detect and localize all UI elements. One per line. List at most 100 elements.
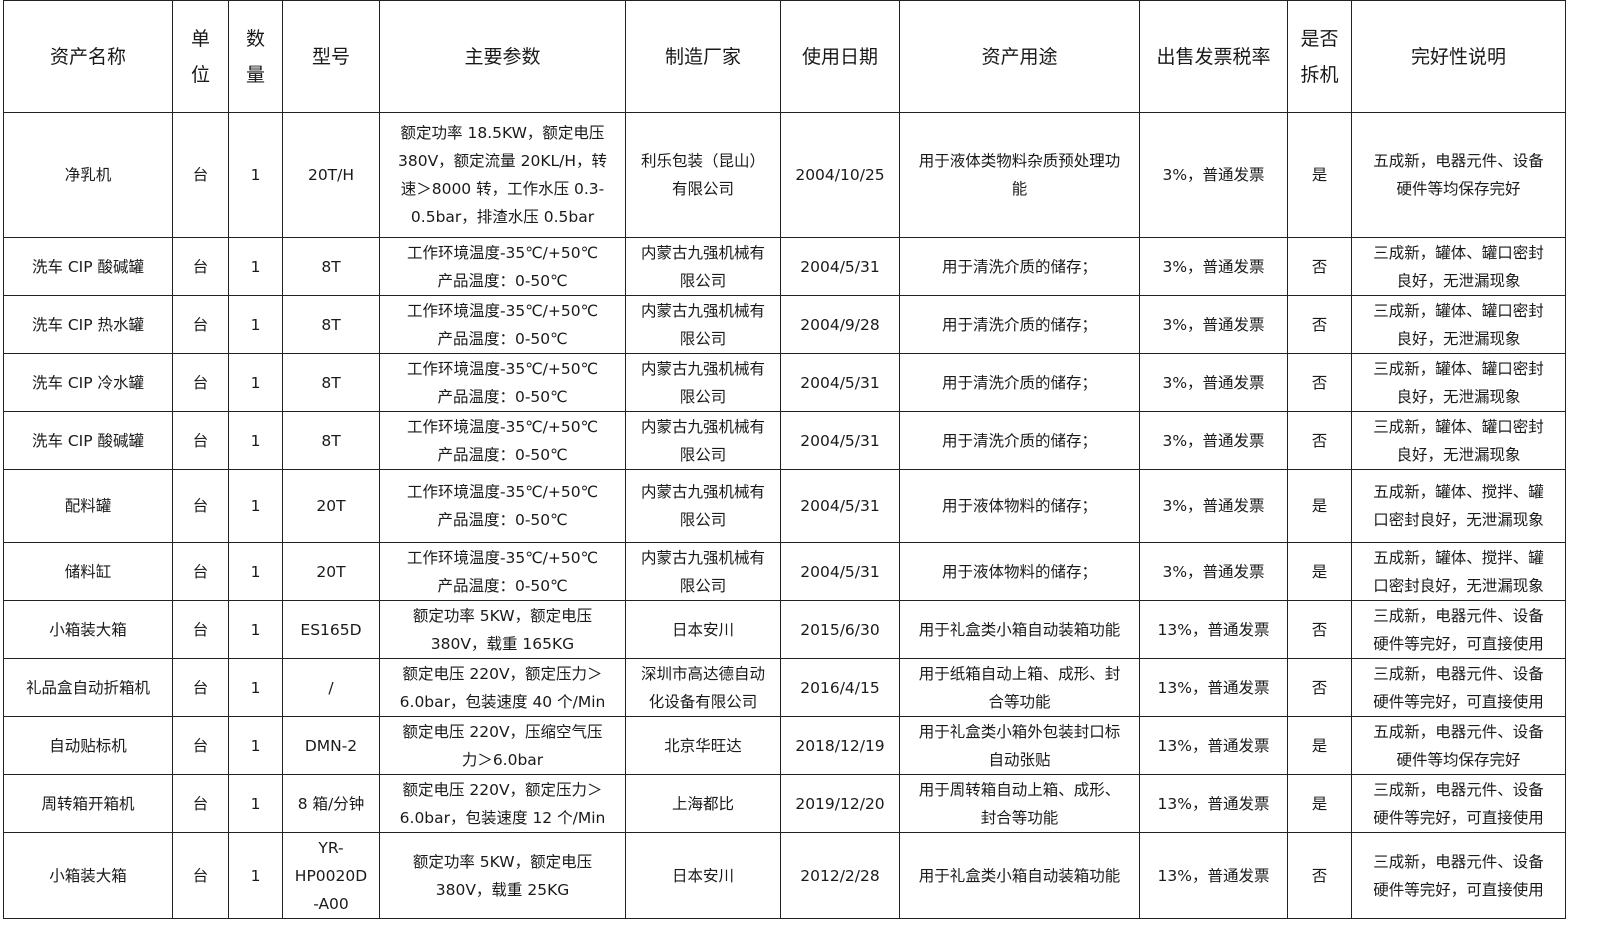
cell-main-params: 工作环境温度-35℃/+50℃ 产品温度：0-50℃: [379, 353, 626, 412]
cell-condition-note: 三成新，罐体、罐口密封 良好，无泄漏现象: [1351, 237, 1566, 296]
cell-asset-use: 用于礼盒类小箱自动装箱功能: [899, 600, 1140, 659]
cell-unit: 台: [172, 600, 229, 659]
cell-quantity: 1: [228, 112, 283, 238]
header-main-params: 主要参数: [379, 0, 626, 113]
header-row: 资产名称单 位数 量型号 主要参数 制造厂家 使用日期 资产用途 出售发票税率 是否 拆机完…: [3, 0, 1566, 113]
cell-use-date: 2004/5/31: [780, 411, 900, 470]
cell-quantity: 1: [228, 716, 283, 775]
cell-unit: 台: [172, 716, 229, 775]
cell-condition-note: 三成新，电器元件、设备 硬件等完好，可直接使用: [1351, 658, 1566, 717]
cell-unit: 台: [172, 411, 229, 470]
cell-use-date: 2018/12/19: [780, 716, 900, 775]
cell-quantity: 1: [228, 832, 283, 919]
cell-use-date: 2004/5/31: [780, 469, 900, 543]
cell-condition-note: 三成新，罐体、罐口密封 良好，无泄漏现象: [1351, 411, 1566, 470]
cell-invoice-tax-rate: 3%，普通发票: [1139, 353, 1288, 412]
cell-use-date: 2004/9/28: [780, 295, 900, 354]
cell-quantity: 1: [228, 237, 283, 296]
header-condition-note: 完好性说明: [1351, 0, 1566, 113]
cell-asset-name: 洗车 CIP 酸碱罐: [3, 411, 173, 470]
cell-model: DMN-2: [282, 716, 380, 775]
cell-quantity: 1: [228, 295, 283, 354]
cell-model: 8T: [282, 295, 380, 354]
cell-manufacturer: 内蒙古九强机械有 限公司: [625, 469, 781, 543]
cell-dismantled: 否: [1287, 295, 1352, 354]
cell-dismantled: 是: [1287, 112, 1352, 238]
cell-asset-use: 用于清洗介质的储存；: [899, 237, 1140, 296]
header-asset-name: 资产名称: [3, 0, 173, 113]
cell-unit: 台: [172, 832, 229, 919]
cell-main-params: 工作环境温度-35℃/+50℃ 产品温度：0-50℃: [379, 542, 626, 601]
table-row: 洗车 CIP 酸碱罐台 1 8T 工作环境温度-35℃/+50℃ 产品温度：0-50℃…: [3, 411, 1566, 470]
cell-model: 20T: [282, 469, 380, 543]
cell-invoice-tax-rate: 3%，普通发票: [1139, 237, 1288, 296]
cell-main-params: 工作环境温度-35℃/+50℃ 产品温度：0-50℃: [379, 411, 626, 470]
cell-asset-use: 用于清洗介质的储存；: [899, 411, 1140, 470]
cell-invoice-tax-rate: 3%，普通发票: [1139, 542, 1288, 601]
cell-unit: 台: [172, 469, 229, 543]
cell-model: 8T: [282, 411, 380, 470]
cell-main-params: 额定电压 220V，额定压力＞ 6.0bar，包装速度 40 个/Min: [379, 658, 626, 717]
cell-asset-use: 用于液体类物料杂质预处理功 能: [899, 112, 1140, 238]
cell-model: ES165D: [282, 600, 380, 659]
cell-condition-note: 五成新，电器元件、设备 硬件等均保存完好: [1351, 112, 1566, 238]
cell-asset-use: 用于清洗介质的储存；: [899, 295, 1140, 354]
cell-invoice-tax-rate: 13%，普通发票: [1139, 600, 1288, 659]
cell-condition-note: 三成新，罐体、罐口密封 良好，无泄漏现象: [1351, 353, 1566, 412]
cell-use-date: 2019/12/20: [780, 774, 900, 833]
cell-manufacturer: 内蒙古九强机械有 限公司: [625, 237, 781, 296]
cell-asset-name: 配料罐: [3, 469, 173, 543]
cell-unit: 台: [172, 353, 229, 412]
cell-asset-use: 用于纸箱自动上箱、成形、封 合等功能: [899, 658, 1140, 717]
cell-main-params: 工作环境温度-35℃/+50℃ 产品温度：0-50℃: [379, 237, 626, 296]
cell-main-params: 工作环境温度-35℃/+50℃ 产品温度：0-50℃: [379, 469, 626, 543]
cell-asset-use: 用于周转箱自动上箱、成形、 封合等功能: [899, 774, 1140, 833]
table-row: 自动贴标机台 1 DMN-2 额定电压 220V，压缩空气压 力＞6.0bar 北京华旺…: [3, 716, 1566, 775]
cell-condition-note: 三成新，电器元件、设备 硬件等完好，可直接使用: [1351, 774, 1566, 833]
table-row: 小箱装大箱台 1 ES165D 额定功率 5KW，额定电压 380V，载重 165KG…: [3, 600, 1566, 659]
cell-use-date: 2004/5/31: [780, 353, 900, 412]
header-dismantled: 是否 拆机: [1287, 0, 1352, 113]
cell-asset-name: 礼品盒自动折箱机: [3, 658, 173, 717]
cell-main-params: 额定功率 5KW，额定电压 380V，载重 165KG: [379, 600, 626, 659]
cell-asset-name: 洗车 CIP 冷水罐: [3, 353, 173, 412]
cell-condition-note: 五成新，罐体、搅拌、罐 口密封良好，无泄漏现象: [1351, 542, 1566, 601]
cell-manufacturer: 北京华旺达: [625, 716, 781, 775]
cell-manufacturer: 日本安川: [625, 600, 781, 659]
cell-asset-name: 小箱装大箱: [3, 832, 173, 919]
cell-dismantled: 是: [1287, 542, 1352, 601]
cell-invoice-tax-rate: 13%，普通发票: [1139, 658, 1288, 717]
asset-table: 资产名称单 位数 量型号 主要参数 制造厂家 使用日期 资产用途 出售发票税率 是否 拆机完…: [3, 0, 1566, 919]
cell-condition-note: 三成新，电器元件、设备 硬件等完好，可直接使用: [1351, 600, 1566, 659]
cell-unit: 台: [172, 658, 229, 717]
cell-asset-use: 用于液体物料的储存；: [899, 469, 1140, 543]
cell-asset-use: 用于液体物料的储存；: [899, 542, 1140, 601]
cell-invoice-tax-rate: 3%，普通发票: [1139, 295, 1288, 354]
cell-asset-name: 洗车 CIP 酸碱罐: [3, 237, 173, 296]
cell-dismantled: 否: [1287, 600, 1352, 659]
cell-invoice-tax-rate: 13%，普通发票: [1139, 832, 1288, 919]
cell-main-params: 工作环境温度-35℃/+50℃ 产品温度：0-50℃: [379, 295, 626, 354]
cell-unit: 台: [172, 542, 229, 601]
cell-main-params: 额定功率 5KW，额定电压 380V，载重 25KG: [379, 832, 626, 919]
cell-main-params: 额定电压 220V，额定压力＞ 6.0bar，包装速度 12 个/Min: [379, 774, 626, 833]
cell-condition-note: 三成新，罐体、罐口密封 良好，无泄漏现象: [1351, 295, 1566, 354]
cell-unit: 台: [172, 295, 229, 354]
table-row: 周转箱开箱机台 1 8 箱/分钟 额定电压 220V，额定压力＞ 6.0bar，包装速…: [3, 774, 1566, 833]
cell-manufacturer: 日本安川: [625, 832, 781, 919]
header-manufacturer: 制造厂家: [625, 0, 781, 113]
cell-manufacturer: 利乐包装（昆山） 有限公司: [625, 112, 781, 238]
table-row: 洗车 CIP 酸碱罐台 1 8T 工作环境温度-35℃/+50℃ 产品温度：0-50℃…: [3, 237, 1566, 296]
cell-dismantled: 否: [1287, 658, 1352, 717]
cell-invoice-tax-rate: 13%，普通发票: [1139, 716, 1288, 775]
cell-manufacturer: 内蒙古九强机械有 限公司: [625, 353, 781, 412]
cell-dismantled: 是: [1287, 774, 1352, 833]
cell-quantity: 1: [228, 600, 283, 659]
header-use-date: 使用日期: [780, 0, 900, 113]
cell-invoice-tax-rate: 3%，普通发票: [1139, 411, 1288, 470]
cell-quantity: 1: [228, 658, 283, 717]
cell-model: 8T: [282, 353, 380, 412]
cell-use-date: 2004/5/31: [780, 542, 900, 601]
cell-asset-name: 周转箱开箱机: [3, 774, 173, 833]
cell-manufacturer: 上海都比: [625, 774, 781, 833]
